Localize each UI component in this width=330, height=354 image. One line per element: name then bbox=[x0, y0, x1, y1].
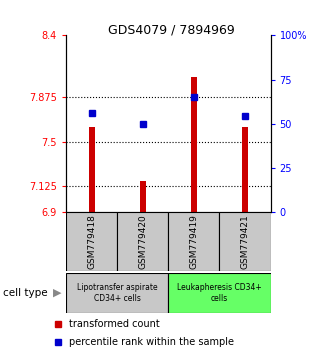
Bar bbox=[219, 212, 271, 271]
Text: ▶: ▶ bbox=[52, 288, 61, 298]
Text: percentile rank within the sample: percentile rank within the sample bbox=[69, 337, 234, 347]
Bar bbox=[140, 181, 146, 212]
Text: GSM779418: GSM779418 bbox=[87, 214, 96, 269]
Bar bbox=[117, 212, 168, 271]
Text: transformed count: transformed count bbox=[69, 319, 160, 329]
Bar bbox=[66, 273, 168, 313]
Bar bbox=[88, 127, 95, 212]
Text: GSM779419: GSM779419 bbox=[189, 214, 198, 269]
Text: GDS4079 / 7894969: GDS4079 / 7894969 bbox=[108, 23, 235, 36]
Bar bbox=[66, 212, 117, 271]
Bar bbox=[168, 273, 271, 313]
Bar bbox=[168, 212, 219, 271]
Bar bbox=[242, 127, 248, 212]
Text: Lipotransfer aspirate
CD34+ cells: Lipotransfer aspirate CD34+ cells bbox=[77, 283, 157, 303]
Text: GSM779421: GSM779421 bbox=[241, 214, 249, 269]
Text: GSM779420: GSM779420 bbox=[138, 214, 147, 269]
Text: Leukapheresis CD34+
cells: Leukapheresis CD34+ cells bbox=[177, 283, 262, 303]
Text: cell type: cell type bbox=[3, 288, 48, 298]
Bar bbox=[191, 77, 197, 212]
